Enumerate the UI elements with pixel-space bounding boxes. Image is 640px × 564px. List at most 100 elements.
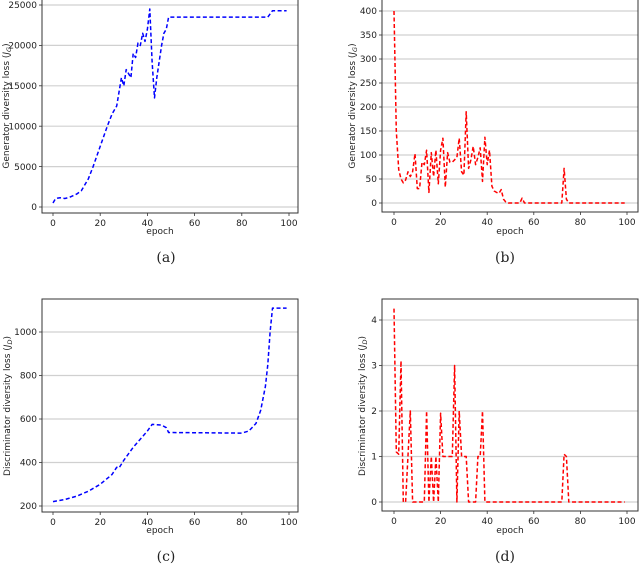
data-point xyxy=(161,424,163,426)
axes-frame xyxy=(41,0,299,214)
data-point xyxy=(414,153,416,155)
data-point xyxy=(64,498,66,500)
data-point xyxy=(479,147,481,149)
data-point xyxy=(146,28,148,30)
data-point xyxy=(435,149,437,151)
y-tick-label: 0 xyxy=(31,203,37,213)
data-point xyxy=(400,360,402,362)
data-point xyxy=(92,166,94,168)
data-point xyxy=(132,446,134,448)
x-tick-label: 0 xyxy=(50,219,56,229)
data-point xyxy=(165,28,167,30)
x-tick-label: 60 xyxy=(528,517,540,527)
y-tick-label: 300 xyxy=(360,55,377,65)
data-point xyxy=(440,412,442,414)
data-point xyxy=(267,364,269,366)
data-point xyxy=(419,188,421,190)
data-point xyxy=(461,171,463,173)
data-point xyxy=(409,176,411,178)
x-tick-label: 60 xyxy=(189,219,201,229)
data-point xyxy=(407,171,409,173)
data-point xyxy=(87,490,89,492)
data-point xyxy=(269,331,271,333)
x-tick-label: 100 xyxy=(618,218,635,228)
data-point xyxy=(442,137,444,139)
data-point xyxy=(125,69,127,71)
data-point xyxy=(624,202,626,204)
data-point xyxy=(116,466,118,468)
data-point xyxy=(470,159,472,161)
data-point xyxy=(123,459,125,461)
x-tick-label: 40 xyxy=(142,219,154,229)
x-tick-label: 40 xyxy=(481,218,493,228)
data-point xyxy=(161,44,163,46)
data-point xyxy=(624,501,626,503)
x-tick-label: 80 xyxy=(575,517,587,527)
y-axis-label: Discriminator diversity loss (JD) xyxy=(3,336,14,476)
data-point xyxy=(440,149,442,151)
data-point xyxy=(521,197,523,199)
data-point xyxy=(475,164,477,166)
series-line xyxy=(52,8,287,204)
data-point xyxy=(563,167,565,169)
data-point xyxy=(428,191,430,193)
data-point xyxy=(128,453,130,455)
y-tick-label: 2 xyxy=(371,407,377,417)
data-point xyxy=(465,456,467,458)
y-tick-label: 250 xyxy=(360,79,377,89)
data-point xyxy=(454,159,456,161)
data-point xyxy=(264,385,266,387)
data-point xyxy=(286,10,288,12)
data-point xyxy=(468,501,470,503)
data-point xyxy=(430,152,432,154)
data-point xyxy=(477,456,479,458)
y-tick-label: 5000 xyxy=(14,163,37,173)
axes-frame xyxy=(41,298,299,513)
x-tick-label: 20 xyxy=(435,517,447,527)
data-point xyxy=(565,456,567,458)
axes-frame xyxy=(381,0,639,213)
y-tick-label: 25000 xyxy=(8,1,37,11)
data-point xyxy=(482,410,484,412)
y-tick-label: 1000 xyxy=(14,328,37,338)
data-point xyxy=(163,32,165,34)
data-point xyxy=(433,501,435,503)
data-point xyxy=(393,10,395,12)
subplot-caption: (d) xyxy=(495,549,515,564)
data-point xyxy=(118,467,120,469)
data-point xyxy=(491,185,493,187)
data-point xyxy=(76,495,78,497)
data-point xyxy=(111,113,113,115)
x-tick-label: 20 xyxy=(94,518,106,528)
x-tick-label: 80 xyxy=(236,518,248,528)
data-point xyxy=(433,176,435,178)
data-point xyxy=(421,161,423,163)
subplot-b: 0 50 100 150 200 250 300 350 400 0 20 40 60 80 100 epoc… xyxy=(348,0,639,266)
data-point xyxy=(484,136,486,138)
data-point xyxy=(156,77,158,79)
y-tick-label: 200 xyxy=(360,103,377,113)
y-tick-label: 400 xyxy=(20,459,37,469)
y-tick-label: 0 xyxy=(371,498,377,508)
data-point xyxy=(561,202,563,204)
data-point xyxy=(561,501,563,503)
y-tick-label: 4 xyxy=(371,316,377,326)
data-point xyxy=(271,307,273,309)
data-point xyxy=(428,501,430,503)
y-axis-label: Generator diversity loss (JG) xyxy=(348,43,359,168)
data-point xyxy=(402,182,404,184)
data-point xyxy=(64,198,66,200)
data-point xyxy=(395,451,397,453)
data-point xyxy=(493,190,495,192)
data-point xyxy=(57,197,59,199)
data-point xyxy=(519,202,521,204)
data-point xyxy=(111,473,113,475)
data-point xyxy=(151,423,153,425)
subplot-c: 200 400 600 800 1000 0 20 40 60 80 100 epoch Discrim… xyxy=(3,298,299,564)
x-tick-label: 80 xyxy=(236,219,248,229)
data-point xyxy=(120,77,122,79)
data-point xyxy=(54,198,56,200)
data-point xyxy=(463,174,465,176)
data-point xyxy=(475,501,477,503)
data-point xyxy=(479,456,481,458)
